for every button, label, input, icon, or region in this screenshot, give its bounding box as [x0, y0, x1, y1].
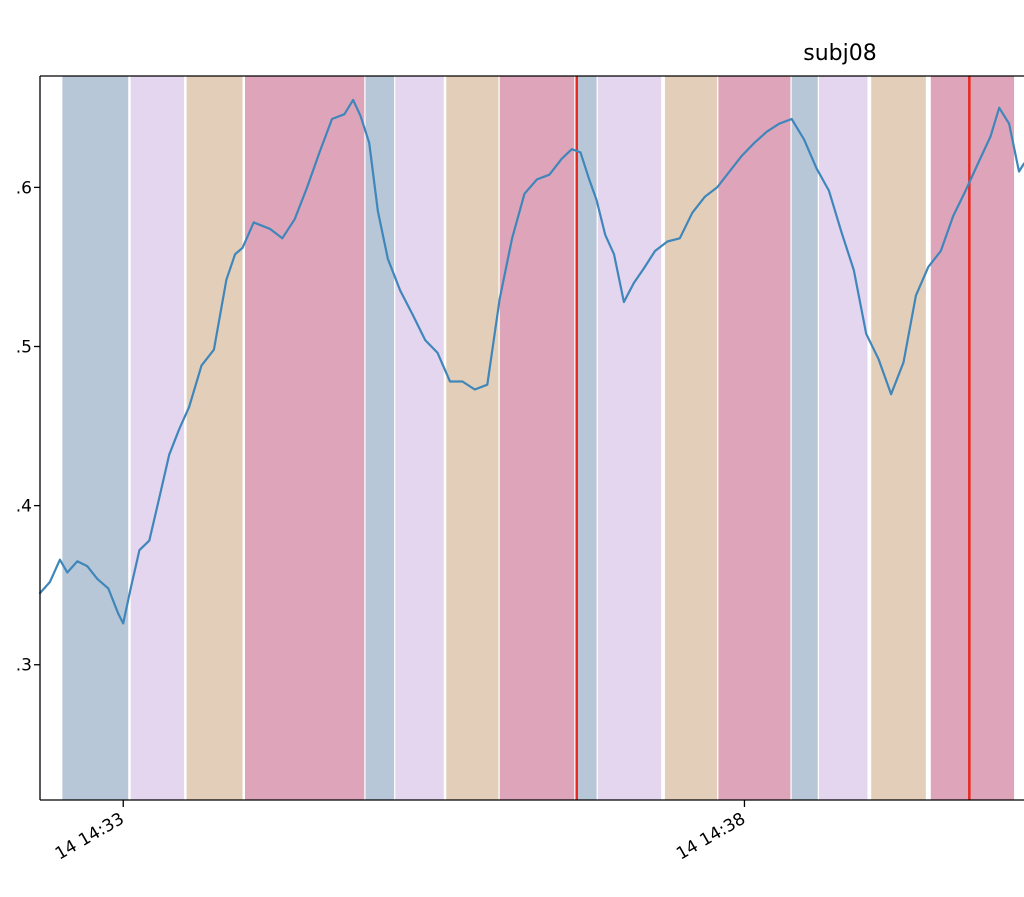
chart-title: subj08 [803, 41, 876, 66]
band-13 [791, 76, 818, 800]
band-6 [395, 76, 444, 800]
band-layer [62, 76, 1015, 800]
band-3 [186, 76, 243, 800]
y-tick-label-2: .4 [16, 497, 32, 517]
band-12 [718, 76, 791, 800]
event-line-layer [575, 76, 971, 800]
band-11 [664, 76, 718, 800]
y-tick-label-1: .3 [16, 656, 32, 676]
series-layer [38, 98, 1024, 625]
band-10 [597, 76, 662, 800]
band-4 [245, 76, 365, 800]
band-15 [871, 76, 926, 800]
series-line-1 [38, 98, 1024, 625]
band-7 [446, 76, 499, 800]
band-16 [930, 76, 1015, 800]
x-tick-label-2: 14 14:38 [673, 809, 749, 864]
axes-layer [39, 75, 1024, 801]
band-5 [365, 76, 395, 800]
band-8 [499, 76, 575, 800]
y-tick-label-4: .6 [16, 178, 32, 198]
x-tick-label-1: 14 14:33 [52, 809, 128, 864]
band-9 [576, 76, 597, 800]
y-tick-label-3: .5 [16, 338, 32, 358]
band-14 [819, 76, 868, 800]
band-1 [62, 76, 129, 800]
